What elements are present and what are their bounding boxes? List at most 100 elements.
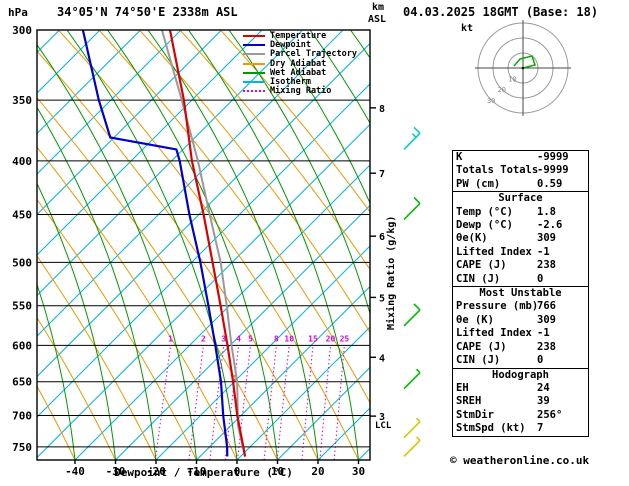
- legend-item: Dry Adiabat: [243, 58, 357, 69]
- altitude-unit-km: km: [372, 2, 385, 13]
- stat-label: Totals Totals: [456, 164, 539, 177]
- parcel-trajectory-curve: [160, 30, 247, 457]
- legend-line-sample: [243, 62, 265, 65]
- stat-row: StmDir 256°: [453, 409, 588, 422]
- svg-text:3: 3: [379, 412, 385, 423]
- legend-line-sample: [243, 71, 265, 74]
- svg-text:750: 750: [12, 441, 32, 454]
- stat-value: 238: [537, 340, 556, 353]
- pressure-unit-label: hPa: [8, 6, 28, 19]
- stat-row: Lifted Index -1: [453, 327, 588, 340]
- hodograph-ring-label: 30: [487, 97, 495, 105]
- stat-row: EH 24: [453, 382, 588, 395]
- stat-label: SREH: [456, 395, 482, 408]
- svg-text:6: 6: [379, 232, 385, 243]
- stat-value: 309: [537, 232, 556, 245]
- stat-value: 7: [537, 422, 544, 435]
- legend-item: Isotherm: [243, 77, 357, 88]
- stat-row: CAPE (J) 238: [453, 259, 588, 272]
- stat-label: CAPE (J): [456, 340, 507, 353]
- dewpoint-curve: [81, 30, 229, 457]
- svg-text:550: 550: [12, 300, 32, 313]
- legend-line-sample: [243, 81, 265, 84]
- stat-value: 256°: [537, 408, 563, 421]
- svg-text:2: 2: [201, 334, 206, 343]
- svg-text:8: 8: [379, 104, 385, 115]
- hodograph-origin: [521, 66, 525, 70]
- legend-item-label: Temperature: [270, 30, 327, 41]
- svg-text:-10: -10: [187, 465, 207, 478]
- wind-barbs: [403, 126, 421, 458]
- stat-row: SREH 39: [453, 395, 588, 408]
- x-axis-label: Dewpoint / Temperature (°C): [114, 466, 293, 479]
- stat-label: Lifted Index: [456, 327, 532, 340]
- legend-line-sample: [243, 90, 265, 93]
- legend-item: Wet Adiabat: [243, 68, 357, 78]
- background-field-lines: 1 2 3 4 5 8 10 15 20 25: [37, 30, 370, 460]
- legend-line-sample: [243, 43, 265, 46]
- svg-text:15: 15: [308, 334, 318, 343]
- svg-text:700: 700: [12, 409, 32, 422]
- stats-section-surface: Surface Temp (°C) 1.8 Dewp (°C) -2.6 θe(K) 309…: [453, 191, 588, 286]
- stat-label: θe (K): [456, 313, 494, 326]
- svg-text:-20: -20: [146, 465, 166, 478]
- hodograph-unit-label: kt: [461, 23, 474, 34]
- stat-row: PW (cm) 0.59: [453, 178, 588, 191]
- stat-label: K: [456, 151, 463, 163]
- stat-label: Lifted Index: [456, 245, 532, 258]
- stat-label: CAPE (J): [456, 259, 507, 272]
- datetime-label: 04.03.2025 18GMT (Base: 18): [403, 5, 599, 19]
- hodograph-ring-label: 10: [508, 76, 516, 84]
- stat-label: PW (cm): [456, 177, 501, 190]
- wind-barb: [403, 126, 421, 150]
- stats-section-title: Hodograph: [492, 368, 549, 381]
- svg-text:30: 30: [352, 465, 365, 478]
- svg-text:-40: -40: [65, 465, 85, 478]
- svg-text:1: 1: [168, 334, 173, 343]
- stat-value: -1: [537, 327, 550, 340]
- plot-border: [36, 29, 371, 461]
- svg-text:600: 600: [12, 339, 32, 352]
- legend-item-label: Dewpoint: [270, 39, 311, 50]
- wind-barb: [403, 417, 421, 439]
- stat-row: Pressure (mb) 766: [453, 300, 588, 313]
- stat-label: StmSpd (kt): [456, 422, 526, 435]
- stat-value: -2.6: [537, 219, 563, 232]
- temperature-curve: [168, 30, 247, 457]
- stat-label: Dewp (°C): [456, 219, 513, 232]
- legend: Temperature Dewpoint Parcel Trajectory Dry …: [243, 31, 357, 96]
- svg-text:5: 5: [379, 293, 385, 304]
- svg-text:300: 300: [12, 24, 32, 37]
- stat-value: -9999: [537, 151, 569, 163]
- wind-barb: [403, 303, 421, 327]
- altitude-unit-asl: ASL: [368, 14, 387, 25]
- stat-value: 309: [537, 313, 556, 326]
- stat-value: 24: [537, 381, 550, 394]
- stat-row: StmSpd (kt) 7: [453, 422, 588, 435]
- svg-text:500: 500: [12, 256, 32, 269]
- svg-text:450: 450: [12, 208, 32, 221]
- svg-text:20: 20: [311, 465, 324, 478]
- svg-text:10: 10: [271, 465, 284, 478]
- legend-item: Mixing Ratio: [243, 86, 357, 96]
- wet-adiabat-lines: [37, 30, 370, 460]
- stat-value: 1.8: [537, 205, 556, 218]
- stats-panel: K -9999 Totals Totals -9999 PW (cm) 0.59 Surfa…: [452, 150, 589, 437]
- lcl-label: LCL: [375, 421, 392, 431]
- svg-text:4: 4: [236, 334, 241, 343]
- stat-value: 238: [537, 259, 556, 272]
- legend-item: Parcel Trajectory: [243, 49, 357, 59]
- stat-row: θe(K) 309: [453, 232, 588, 245]
- copyright: © weatheronline.co.uk: [450, 454, 590, 467]
- legend-line-sample: [243, 34, 265, 37]
- svg-text:7: 7: [379, 169, 385, 180]
- legend-item-label: Dry Adiabat: [270, 58, 327, 69]
- stat-label: CIN (J): [456, 354, 501, 367]
- legend-line-sample: [243, 53, 265, 56]
- stat-label: Pressure (mb): [456, 300, 539, 313]
- legend-item-label: Isotherm: [270, 77, 311, 88]
- svg-text:350: 350: [12, 94, 32, 107]
- hodograph-trace: [513, 55, 536, 69]
